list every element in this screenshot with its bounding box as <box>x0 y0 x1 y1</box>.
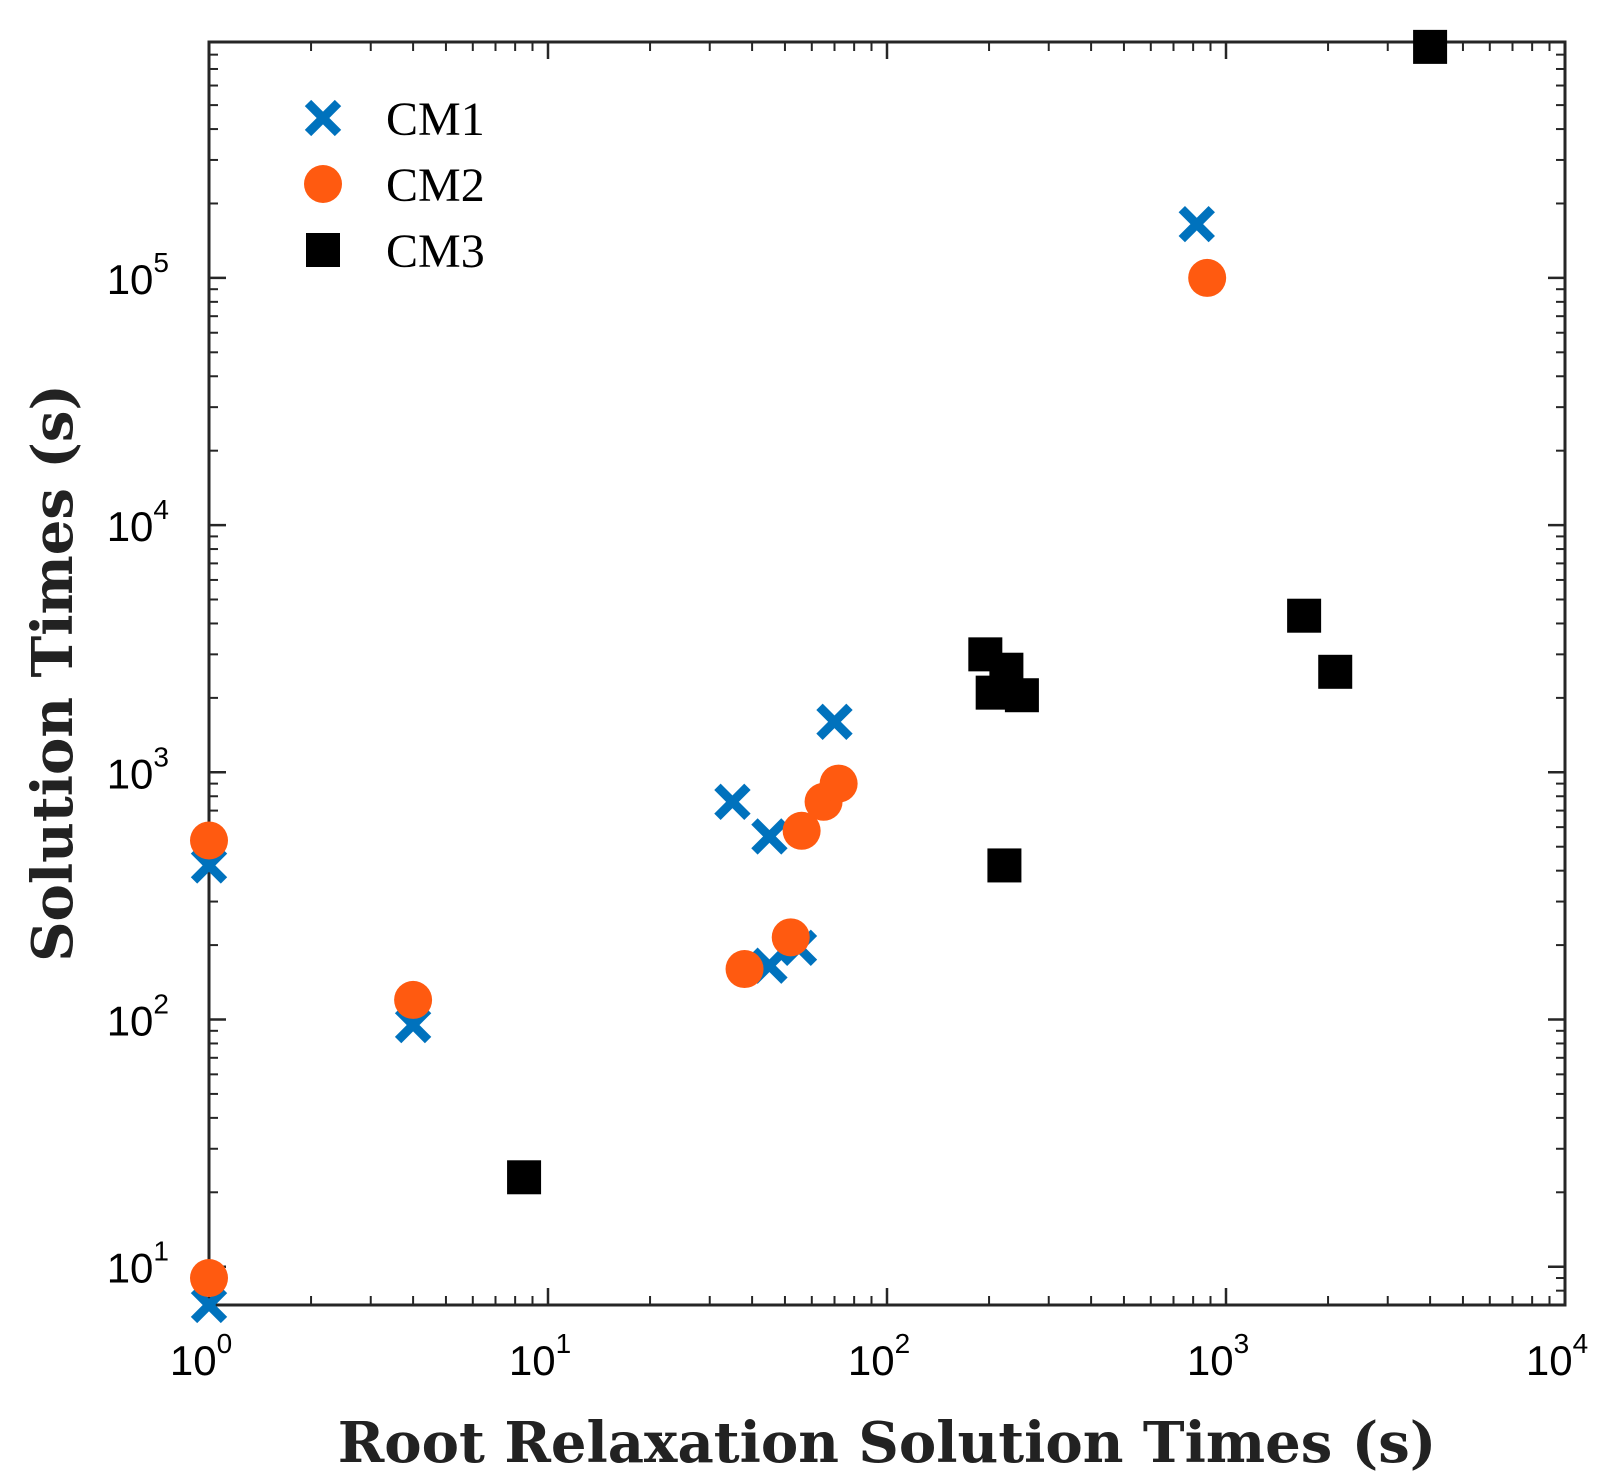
cm3-point <box>1413 29 1448 64</box>
series-cm2 <box>190 258 1227 1298</box>
cm1-point <box>1178 205 1215 243</box>
legend-label: CM2 <box>386 159 485 212</box>
y-tick-label: 103 <box>107 741 169 797</box>
cm1-point <box>714 783 751 820</box>
cm2-point <box>190 821 228 860</box>
cm3-point <box>1287 598 1322 633</box>
cm2-point <box>1188 258 1227 297</box>
legend: CM1 CM2 CM3 <box>304 93 485 278</box>
cm2-point <box>725 950 764 989</box>
cm1-point <box>190 1286 228 1324</box>
cm2-point <box>190 1259 228 1298</box>
legend-item-cm3: CM3 <box>306 225 485 278</box>
x-tick-label: 104 <box>1526 1328 1588 1384</box>
minor-ticks <box>209 41 1565 1306</box>
y-tick-label: 104 <box>107 494 169 550</box>
x-axis: 100 101 102 103 104 <box>170 42 1588 1384</box>
x-axis-title: Root Relaxation Solution Times (s) <box>338 1410 1437 1476</box>
cm3-point <box>507 1160 542 1195</box>
legend-label: CM3 <box>386 225 485 278</box>
cm2-point <box>782 811 821 850</box>
x-tick-label: 101 <box>509 1328 571 1384</box>
legend-label: CM1 <box>386 93 485 146</box>
legend-item-cm1: CM1 <box>304 93 485 146</box>
x-tick-label: 102 <box>848 1328 910 1384</box>
cm1-point <box>751 818 788 855</box>
x-tick-label: 100 <box>170 1328 232 1384</box>
cm2-point <box>819 764 858 803</box>
cm1-point <box>816 703 853 741</box>
data-points <box>190 29 1448 1324</box>
cm2-point <box>771 918 810 957</box>
y-tick-label: 102 <box>107 989 169 1045</box>
y-tick-label: 101 <box>107 1236 169 1292</box>
y-tick-label: 105 <box>107 247 169 303</box>
y-axis: 101 102 103 104 105 <box>107 247 1565 1292</box>
cm3-point <box>1318 654 1353 689</box>
cm2-point <box>394 980 433 1019</box>
series-cm3 <box>507 29 1448 1195</box>
y-axis-title: Solution Times (s) <box>20 384 86 962</box>
legend-item-cm2: CM2 <box>304 159 485 212</box>
cm3-point <box>1004 678 1039 713</box>
legend-marker-cm1 <box>304 99 342 137</box>
cm3-point <box>987 848 1022 883</box>
legend-marker-cm2 <box>304 165 342 203</box>
cm3-point <box>975 675 1010 710</box>
legend-marker-cm3 <box>306 233 340 267</box>
x-tick-label: 103 <box>1187 1328 1249 1384</box>
